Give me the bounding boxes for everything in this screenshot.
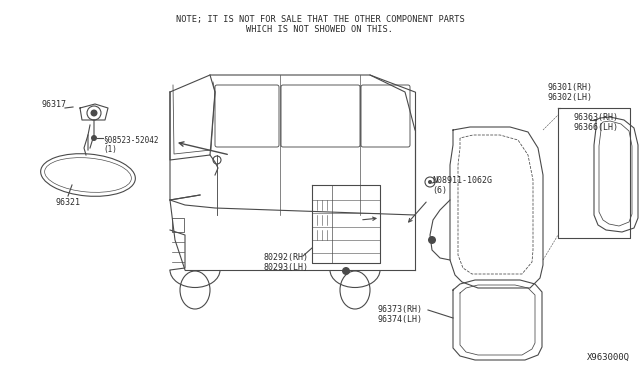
Text: 96321: 96321: [55, 198, 80, 207]
Text: WHICH IS NOT SHOWED ON THIS.: WHICH IS NOT SHOWED ON THIS.: [246, 25, 394, 34]
Circle shape: [91, 135, 97, 141]
Text: 96373(RH)
96374(LH): 96373(RH) 96374(LH): [377, 305, 422, 324]
Circle shape: [90, 109, 97, 116]
Text: NOTE; IT IS NOT FOR SALE THAT THE OTHER COMPONENT PARTS: NOTE; IT IS NOT FOR SALE THAT THE OTHER …: [175, 15, 465, 24]
Circle shape: [342, 267, 350, 275]
Text: N08911-1062G
(6): N08911-1062G (6): [432, 176, 492, 195]
Text: §08523-52042
(1): §08523-52042 (1): [103, 135, 159, 154]
Text: 96301(RH)
96302(LH): 96301(RH) 96302(LH): [548, 83, 593, 102]
Circle shape: [428, 236, 436, 244]
Text: 80292(RH)
80293(LH): 80292(RH) 80293(LH): [263, 253, 308, 272]
Circle shape: [428, 180, 432, 184]
Text: X963000Q: X963000Q: [587, 353, 630, 362]
Text: 96317: 96317: [42, 100, 67, 109]
Text: 96363(RH)
96366(LH): 96363(RH) 96366(LH): [574, 113, 619, 132]
